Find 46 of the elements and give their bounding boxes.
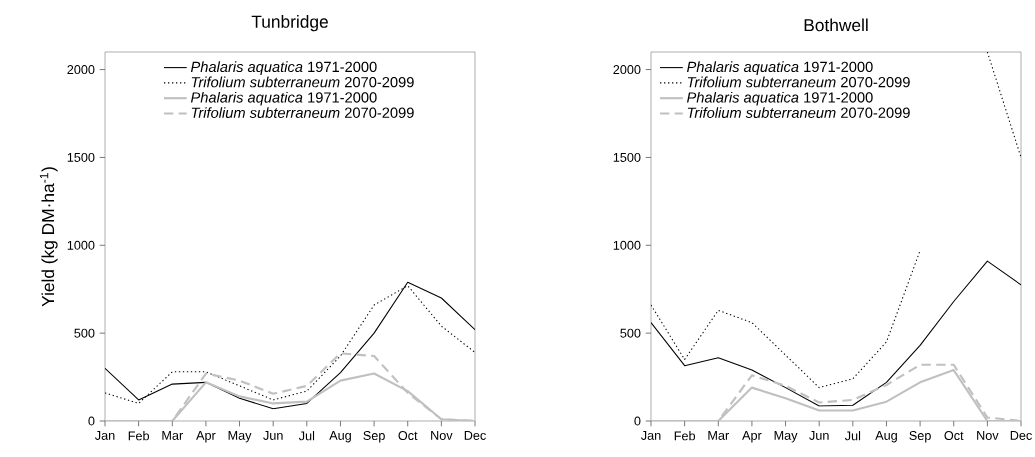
line-series <box>651 260 1022 407</box>
x-tick-label: May <box>774 431 798 443</box>
x-tick-label: Mar <box>708 431 729 440</box>
legend-label: Phalaris aquatica 1971-2000 <box>190 91 377 106</box>
legend-label: Phalaris aquatica 1971-2000 <box>190 61 377 75</box>
x-tick-label: Jun <box>809 431 829 440</box>
y-axis-title: Yield (kg DM·ha$^{-1}$) <box>39 167 58 307</box>
y-tick-label: 1500 <box>67 152 95 162</box>
y-tick-label: 1500 <box>613 152 641 162</box>
x-tick-label: Apr <box>196 431 216 443</box>
x-tick-label: Oct <box>398 431 418 441</box>
y-tick-label: 0 <box>634 416 641 426</box>
legend-label: Trifolium subterraneum 2070-2099 <box>191 76 414 88</box>
x-tick-label: Dec <box>1010 431 1032 440</box>
y-tick-label: 2000 <box>613 65 641 75</box>
x-tick-label: Nov <box>977 431 999 440</box>
y-tick-label: 2000 <box>67 65 95 75</box>
x-tick-label: Nov <box>431 431 453 440</box>
x-tick-label: Sep <box>909 431 931 443</box>
y-tick-label: 1000 <box>67 240 95 250</box>
y-tick-label: 500 <box>74 328 95 338</box>
y-tick-label: 0 <box>88 416 95 426</box>
x-tick-label: Dec <box>464 431 486 440</box>
x-tick-label: Aug <box>875 431 897 443</box>
y-tick-label: 1000 <box>613 240 641 250</box>
x-tick-label: May <box>228 431 252 443</box>
x-tick-label: Jan <box>94 431 115 440</box>
chart-title: Tunbridge <box>251 15 328 32</box>
x-tick-label: Apr <box>742 431 762 443</box>
x-tick-label: Jul <box>298 431 315 441</box>
x-tick-label: Mar <box>162 431 183 440</box>
legend-label: Trifolium subterraneum 2070-2099 <box>687 107 910 118</box>
x-tick-label: Feb <box>128 431 150 441</box>
legend-label: Trifolium subterraneum 2070-2099 <box>687 76 910 88</box>
legend-label: Phalaris aquatica 1971-2000 <box>687 61 873 75</box>
x-tick-label: Oct <box>944 431 964 441</box>
y-tick-label: 500 <box>620 328 641 338</box>
x-tick-label: Jul <box>844 431 861 441</box>
x-tick-label: Aug <box>329 431 351 443</box>
x-tick-label: Feb <box>674 431 696 441</box>
chart-title: Bothwell <box>804 18 868 32</box>
legend-label: Phalaris aquatica 1971-2000 <box>687 91 873 106</box>
x-tick-label: Jun <box>263 431 283 440</box>
x-tick-label: Jan <box>640 431 661 440</box>
legend-label: Trifolium subterraneum 2070-2099 <box>191 107 414 118</box>
x-tick-label: Sep <box>363 431 385 443</box>
